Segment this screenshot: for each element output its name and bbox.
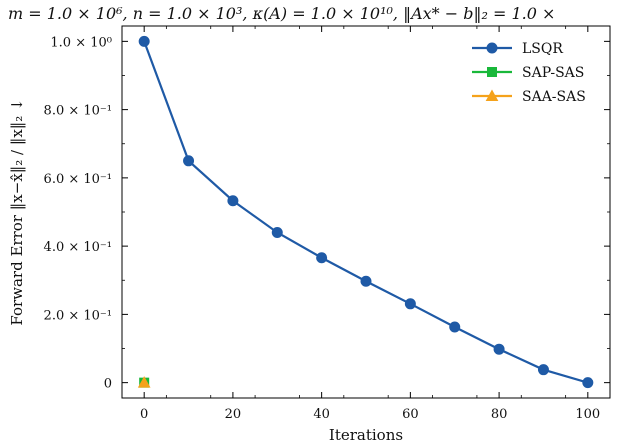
series-lsqr [138,35,594,389]
point-lsqr-1 [183,155,195,167]
x-tick-label: 80 [491,407,508,422]
y-tick-label: 0 [104,377,112,392]
y-axis-label: Forward Error ‖x−x̂‖₂ / ‖x‖₂ ↓ [8,98,26,325]
point-lsqr-9 [537,364,549,376]
series-layer [137,35,594,389]
legend-item-lsqr: LSQR [472,41,563,57]
legend-label: LSQR [522,41,563,57]
legend-label: SAA-SAS [522,89,586,105]
x-axis-label: Iterations [329,426,403,444]
point-lsqr-4 [316,252,328,264]
plot-area [121,25,611,399]
series-saa-sas [137,376,151,388]
point-lsqr-8 [493,343,505,355]
y-tick-label: 4.0 × 10⁻¹ [44,240,112,255]
legend-item-saa-sas: SAA-SAS [472,89,586,105]
y-axis: 0 2.0 × 10⁻¹ 4.0 × 10⁻¹ 6.0 × 10⁻¹ 8.0 × 10⁻… [44,35,610,392]
point-lsqr-6 [404,298,416,310]
point-lsqr-0 [138,35,150,47]
x-tick-label: 100 [575,407,600,422]
point-lsqr-legend [486,42,498,54]
x-tick-label: 20 [225,407,242,422]
x-tick-label: 60 [402,407,419,422]
y-tick-label: 6.0 × 10⁻¹ [44,172,112,187]
point-saa-sas-legend [485,89,499,101]
legend: LSQR SAP-SAS SAA-SAS [472,41,586,105]
legend-label: SAP-SAS [522,65,584,81]
plot-frame [121,25,611,399]
x-tick-label: 40 [313,407,330,422]
point-lsqr-5 [360,275,372,287]
y-tick-label: 2.0 × 10⁻¹ [44,308,112,323]
x-tick-label: 0 [140,407,148,422]
point-lsqr-3 [271,226,283,238]
y-tick-label: 1.0 × 10⁰ [50,35,112,50]
point-sap-sas-legend [487,67,497,77]
legend-item-sap-sas: SAP-SAS [472,65,584,81]
point-lsqr-2 [227,195,239,207]
chart-title: m = 1.0 × 10⁶, n = 1.0 × 10³, κ(A) = 1.0… [8,4,555,23]
point-lsqr-10 [582,377,594,389]
point-saa-sas-0 [137,376,151,388]
point-lsqr-7 [449,321,461,333]
x-axis: 0 20 40 60 80 100 [140,26,600,422]
y-tick-label: 8.0 × 10⁻¹ [44,104,112,119]
